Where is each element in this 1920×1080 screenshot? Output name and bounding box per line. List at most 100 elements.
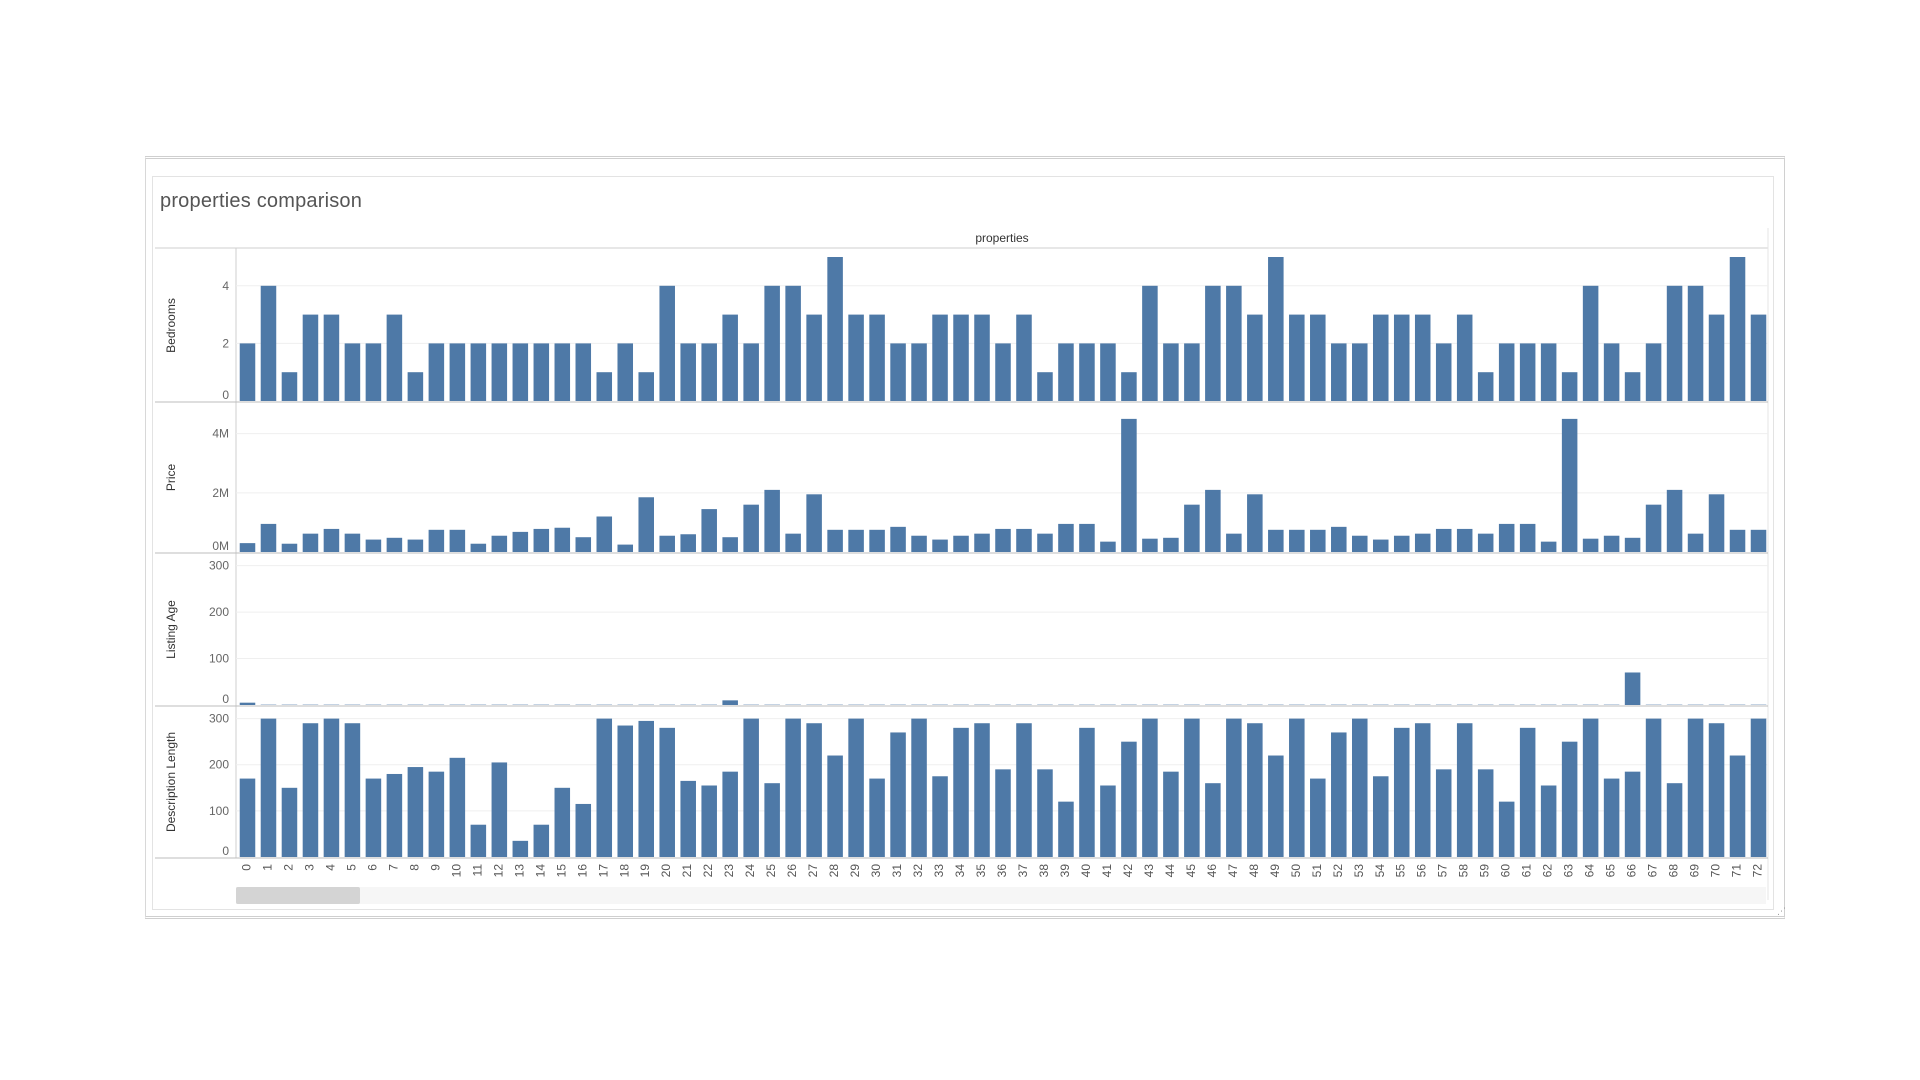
bar xyxy=(974,314,990,401)
bar xyxy=(1582,704,1599,705)
bar xyxy=(554,527,571,552)
bar xyxy=(1666,285,1683,401)
bar xyxy=(722,700,738,705)
x-tick-label: 52 xyxy=(1331,864,1345,878)
bar xyxy=(743,718,759,857)
x-tick-label: 24 xyxy=(743,864,757,878)
x-tick-label: 67 xyxy=(1646,864,1660,878)
bar xyxy=(575,343,592,401)
bar xyxy=(491,343,508,401)
bar xyxy=(1393,727,1410,857)
bar xyxy=(1603,343,1620,401)
bar xyxy=(596,704,613,705)
x-tick-label: 68 xyxy=(1667,864,1681,878)
bar xyxy=(659,285,675,401)
bar xyxy=(1268,529,1284,552)
x-tick-label: 55 xyxy=(1394,864,1408,878)
x-tick-label: 45 xyxy=(1184,864,1198,878)
bar xyxy=(1519,727,1536,857)
resize-grip-icon[interactable]: ⋰ xyxy=(1777,906,1786,916)
bar xyxy=(1037,704,1053,705)
bar xyxy=(995,704,1011,705)
bar xyxy=(1540,785,1557,857)
x-tick-label: 6 xyxy=(365,864,379,871)
bar xyxy=(806,314,822,401)
bar xyxy=(365,704,382,705)
bar xyxy=(1540,541,1557,552)
y-axis-title: Listing Age xyxy=(164,600,178,659)
y-tick-label: 300 xyxy=(209,712,229,726)
bar xyxy=(554,704,571,705)
bar xyxy=(1100,704,1116,705)
bar xyxy=(260,285,277,401)
bar xyxy=(1561,372,1578,401)
bar xyxy=(281,704,298,705)
bar xyxy=(512,343,529,401)
bar xyxy=(1645,718,1662,857)
bar xyxy=(1100,785,1116,857)
bar xyxy=(281,543,298,552)
horizontal-scroll-thumb[interactable] xyxy=(236,887,360,904)
bar xyxy=(1519,343,1536,401)
bar xyxy=(869,704,885,705)
bar xyxy=(617,725,634,857)
x-tick-label: 29 xyxy=(848,864,862,878)
x-tick-label: 10 xyxy=(449,864,463,878)
bar xyxy=(1393,535,1410,552)
bar xyxy=(407,539,424,552)
bar xyxy=(1414,704,1431,705)
bar xyxy=(554,787,571,857)
bar xyxy=(659,704,675,705)
bar xyxy=(1016,723,1032,857)
x-tick-label: 46 xyxy=(1205,864,1219,878)
horizontal-scroll-track[interactable] xyxy=(236,887,1766,904)
bar xyxy=(1561,418,1578,553)
bar xyxy=(764,489,780,553)
bar xyxy=(533,704,550,705)
x-tick-label: 61 xyxy=(1520,864,1534,878)
bar xyxy=(785,704,801,705)
bar xyxy=(722,537,738,552)
x-tick-label: 69 xyxy=(1688,864,1702,878)
bar xyxy=(1184,704,1200,705)
x-tick-label: 12 xyxy=(491,864,505,878)
bar xyxy=(1058,523,1074,552)
bar xyxy=(764,704,780,705)
x-tick-label: 28 xyxy=(827,864,841,878)
bar xyxy=(995,769,1011,857)
bar xyxy=(617,544,634,552)
bar xyxy=(449,757,466,857)
x-tick-label: 0 xyxy=(239,864,253,871)
y-tick-label: 200 xyxy=(209,605,229,619)
bar xyxy=(428,771,445,857)
bar xyxy=(1079,704,1095,705)
bar xyxy=(995,343,1011,401)
bar xyxy=(1268,257,1284,401)
x-tick-label: 59 xyxy=(1478,864,1492,878)
x-tick-label: 15 xyxy=(554,864,568,878)
x-tick-label: 20 xyxy=(659,864,673,878)
bar xyxy=(302,533,319,552)
bar xyxy=(1540,704,1557,705)
x-tick-label: 56 xyxy=(1415,864,1429,878)
y-tick-label: 4 xyxy=(222,279,229,293)
bar xyxy=(1729,529,1746,552)
bar xyxy=(1708,314,1725,401)
bar xyxy=(764,783,780,857)
x-tick-label: 22 xyxy=(701,864,715,878)
x-tick-label: 38 xyxy=(1037,864,1051,878)
bar xyxy=(1163,704,1179,705)
bar xyxy=(764,285,780,401)
bar xyxy=(722,771,738,857)
bar xyxy=(1142,704,1158,705)
x-tick-label: 1 xyxy=(260,864,274,871)
bar xyxy=(1016,704,1032,705)
bar xyxy=(260,704,277,705)
bar xyxy=(575,537,592,552)
x-tick-label: 48 xyxy=(1247,864,1261,878)
x-tick-label: 49 xyxy=(1268,864,1282,878)
bar xyxy=(1268,755,1284,857)
y-tick-label: 200 xyxy=(209,758,229,772)
bar xyxy=(1687,285,1704,401)
bar xyxy=(1519,523,1536,552)
